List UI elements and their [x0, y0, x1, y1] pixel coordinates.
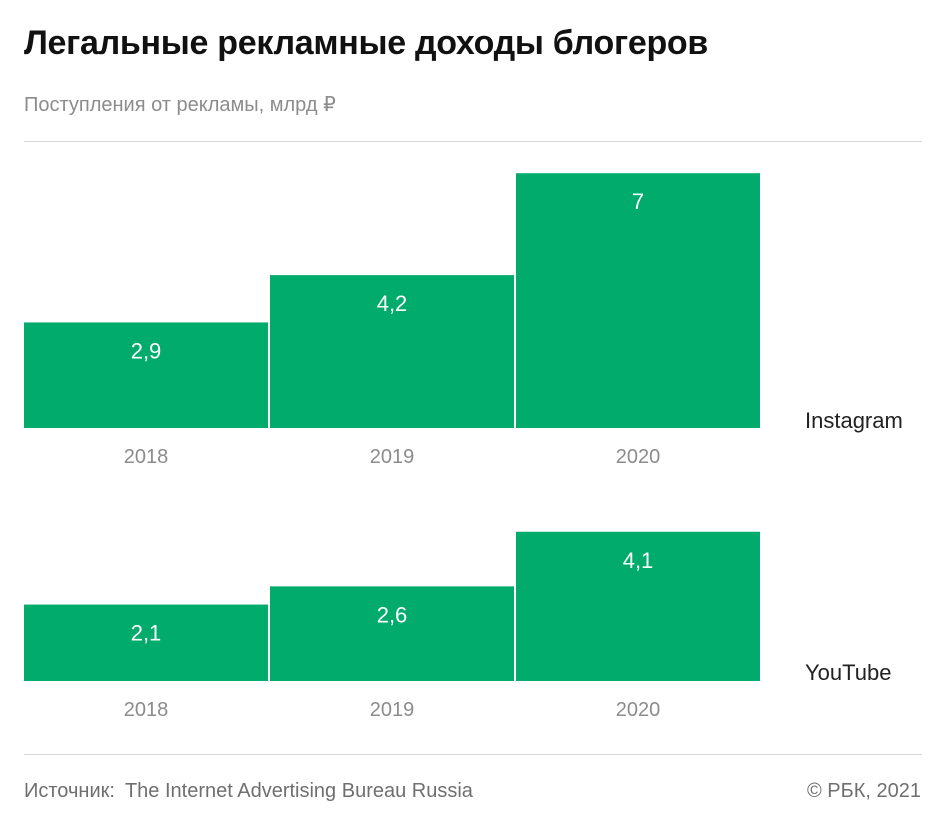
- top-divider: [24, 141, 922, 142]
- instagram-tick-label-2019: 2019: [370, 446, 415, 468]
- youtube-value-label-2018: 2,1: [131, 621, 162, 646]
- chart-title: Легальные рекламные доходы блогеров: [24, 24, 708, 62]
- instagram-value-label-2018: 2,9: [131, 338, 162, 363]
- youtube-value-label-2020: 4,1: [623, 548, 654, 573]
- youtube-bar-2018: [24, 604, 268, 681]
- source-label: Источник:: [24, 780, 115, 802]
- instagram-value-label-2020: 7: [632, 189, 644, 214]
- copyright: © РБК, 2021: [806, 780, 921, 802]
- chart-subtitle: Поступления от рекламы, млрд ₽: [24, 94, 336, 116]
- instagram-bar-2019: [270, 275, 514, 428]
- bottom-divider: [24, 754, 922, 755]
- youtube-bar-2020: [516, 531, 760, 681]
- youtube-series-label: YouTube: [805, 660, 891, 685]
- instagram-bar-2020: [516, 173, 760, 428]
- youtube-bar-2019: [270, 586, 514, 681]
- instagram-tick-label-2020: 2020: [616, 446, 661, 468]
- youtube-tick-label-2019: 2019: [370, 699, 415, 721]
- instagram-tick-label-2018: 2018: [124, 446, 169, 468]
- instagram-bar-2018: [24, 322, 268, 428]
- source-note: Источник: The Internet Advertising Bureau…: [24, 780, 473, 803]
- instagram-series-label: Instagram: [805, 408, 903, 433]
- youtube-tick-label-2018: 2018: [124, 699, 169, 721]
- source-text: The Internet Advertising Bureau Russia: [124, 780, 473, 802]
- instagram-value-label-2019: 4,2: [377, 291, 408, 316]
- youtube-value-label-2019: 2,6: [377, 602, 408, 627]
- youtube-tick-label-2020: 2020: [616, 699, 661, 721]
